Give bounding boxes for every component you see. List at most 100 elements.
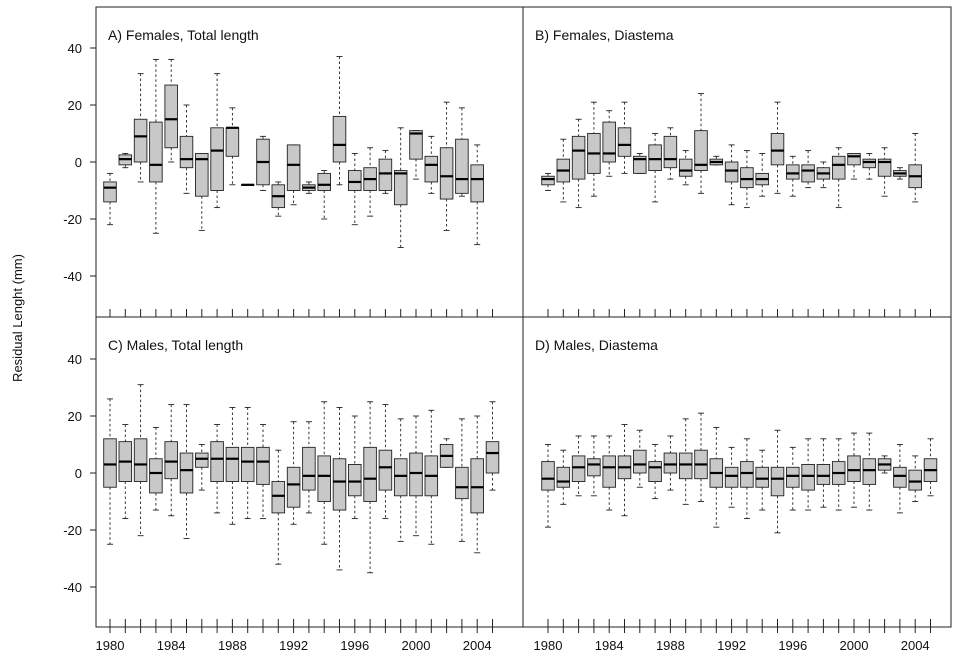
box-iqr	[225, 127, 240, 157]
box-iqr	[770, 466, 785, 497]
box-1998	[378, 404, 393, 520]
box-iqr	[694, 130, 708, 171]
panel-title: D) Males, Diastema	[535, 337, 658, 353]
box-2001	[424, 409, 439, 545]
box-1985	[179, 404, 194, 539]
panels: A) Females, Total length 40 20 0 -20 -40 B) Fe…	[63, 6, 952, 653]
box-1982	[571, 118, 586, 209]
box-iqr	[332, 458, 347, 511]
box-1983	[587, 435, 601, 497]
box-2000	[409, 130, 423, 180]
box-1988	[663, 127, 678, 180]
box-1987	[648, 444, 662, 500]
box-1984	[602, 435, 616, 511]
box-iqr	[602, 121, 616, 163]
box-2003	[455, 107, 469, 197]
box-1982	[133, 384, 148, 537]
box-iqr	[678, 452, 693, 480]
box-iqr	[740, 461, 754, 488]
box-iqr	[409, 130, 423, 160]
box-1991	[271, 181, 286, 217]
box-iqr	[485, 441, 500, 474]
box-iqr	[195, 152, 209, 197]
box-1983	[149, 58, 163, 234]
box-1981	[556, 138, 571, 203]
box-iqr	[847, 455, 861, 482]
box-iqr	[332, 115, 347, 163]
box-iqr	[179, 452, 194, 494]
box-1991	[271, 449, 286, 565]
box-1990	[694, 93, 708, 194]
box-iqr	[256, 446, 270, 485]
box-iqr	[164, 84, 178, 149]
box-1982	[133, 73, 148, 183]
box-iqr	[571, 135, 586, 180]
box-2000	[847, 432, 861, 508]
box-1989	[678, 150, 693, 186]
box-2000	[409, 415, 423, 537]
box-1980	[541, 444, 555, 528]
y-tick-label: 20	[68, 98, 82, 113]
box-1989	[678, 418, 693, 505]
y-tick-label: 20	[68, 409, 82, 424]
box-1986	[633, 429, 647, 488]
x-tick-label: 1984	[595, 638, 624, 653]
box-1988	[663, 435, 678, 491]
box-iqr	[587, 458, 601, 477]
box-1992	[286, 421, 301, 525]
x-tick-label: 1988	[218, 638, 247, 653]
box-1997	[801, 150, 815, 189]
panel-title: B) Females, Diastema	[535, 27, 674, 43]
box-1997	[363, 147, 377, 217]
box-2001	[862, 152, 877, 180]
box-1994	[317, 170, 331, 220]
box-iqr	[393, 170, 408, 206]
box-1980	[103, 398, 117, 545]
x-tick-label: 2000	[840, 638, 869, 653]
box-iqr	[847, 152, 861, 166]
box-iqr	[210, 127, 224, 191]
y-tick-label: -20	[63, 212, 82, 227]
x-tick-label: 2004	[463, 638, 492, 653]
box-iqr	[648, 144, 662, 171]
box-1982	[571, 435, 586, 497]
box-2002	[877, 147, 892, 197]
box-1989	[240, 407, 255, 520]
box-1997	[363, 401, 377, 574]
box-iqr	[786, 466, 800, 488]
box-iqr	[164, 441, 178, 480]
box-1990	[694, 412, 708, 502]
box-2004	[470, 415, 484, 554]
box-1996	[786, 446, 800, 511]
box-iqr	[133, 118, 148, 163]
box-1997	[801, 438, 815, 511]
box-1992	[724, 446, 739, 508]
box-2005	[485, 401, 500, 491]
box-iqr	[541, 461, 555, 491]
box-1996	[348, 415, 362, 520]
box-iqr	[908, 469, 922, 491]
box-1985	[179, 104, 194, 194]
panel-4: D) Males, Diastema 1980 1984 1988 1992 1996 20…	[522, 316, 952, 653]
box-1988	[225, 407, 240, 525]
box-iqr	[210, 441, 224, 482]
box-2004	[908, 455, 922, 502]
box-2003	[893, 444, 907, 514]
box-iqr	[195, 452, 209, 468]
panel-frame	[522, 316, 952, 628]
y-tick-label: 0	[75, 155, 82, 170]
box-1991	[709, 426, 724, 528]
box-1993	[740, 438, 754, 520]
box-1983	[587, 101, 601, 197]
box-iqr	[439, 147, 454, 200]
box-1995	[770, 101, 785, 194]
y-tick-label: 0	[75, 466, 82, 481]
box-iqr	[103, 181, 117, 203]
box-iqr	[348, 464, 362, 497]
box-1995	[332, 56, 347, 186]
box-1998	[378, 150, 393, 194]
box-1987	[648, 133, 662, 203]
box-1999	[831, 438, 846, 511]
x-tick-label: 1980	[534, 638, 563, 653]
